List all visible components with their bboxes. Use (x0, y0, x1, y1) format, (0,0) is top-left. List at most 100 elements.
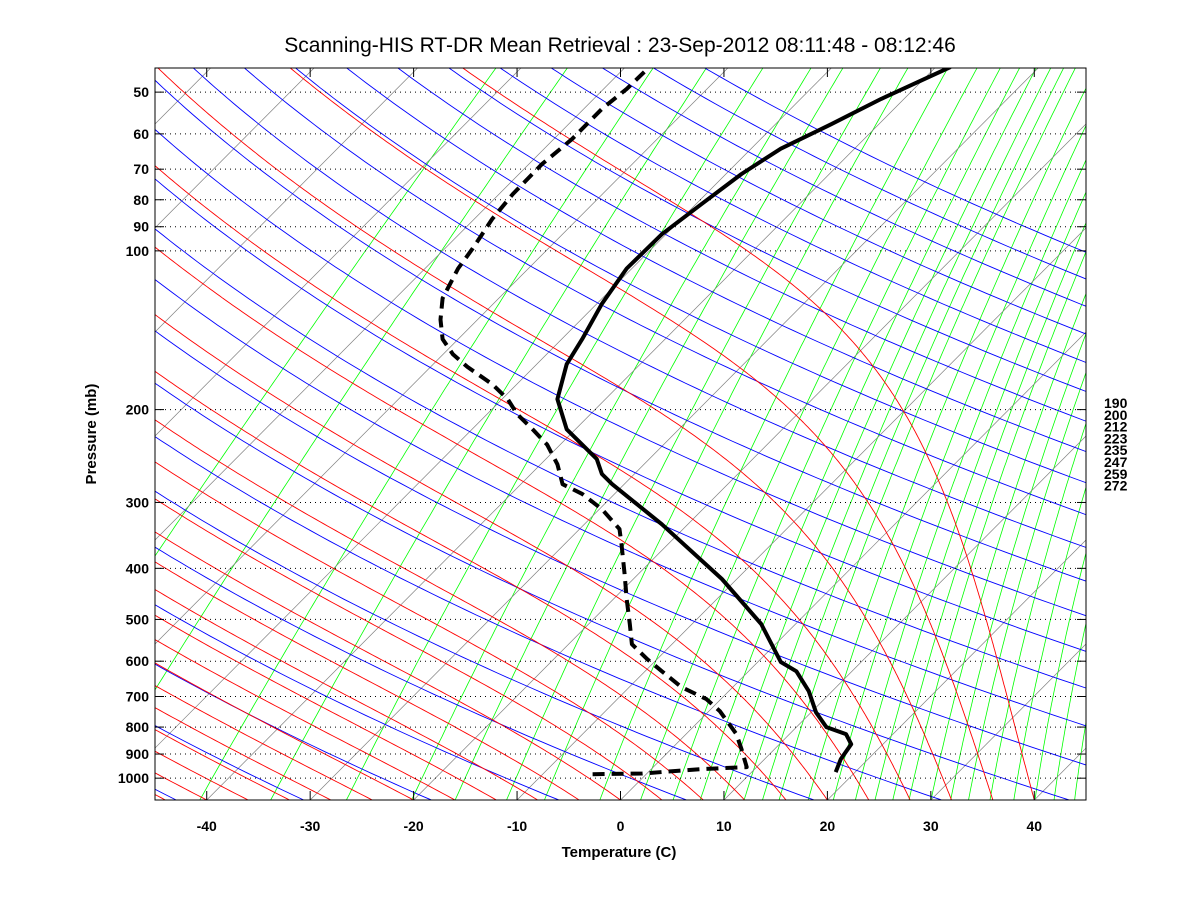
mixing-ratio-line (155, 68, 497, 557)
isotherm-line (155, 68, 729, 645)
mixing-ratio-line (1034, 551, 1086, 800)
mixing-ratio-line (950, 332, 1086, 800)
right-label: 212 (1104, 419, 1128, 435)
mixing-ratio-line (762, 68, 1065, 800)
moist-adiabat-line (155, 246, 870, 800)
moist-adiabat-line (155, 561, 580, 800)
mixing-ratio-line (989, 422, 1086, 800)
chart-title: Scanning-HIS RT-DR Mean Retrieval : 23-S… (284, 34, 956, 57)
moist-adiabat-line (155, 662, 414, 800)
dry-adiabat-line (0, 46, 67, 811)
moist-adiabat-line (157, 68, 952, 800)
mixing-ratio-line (854, 158, 1086, 800)
dry-adiabat-line (652, 68, 1086, 280)
isotherm-line (155, 68, 625, 541)
isotherm-line (155, 68, 832, 749)
dry-adiabat-line (155, 382, 1071, 800)
mixing-ratio-line (1074, 719, 1086, 800)
moist-adiabat-line (155, 750, 249, 800)
mixing-ratio-line (640, 68, 978, 800)
y-tick-label: 200 (126, 402, 150, 418)
mixing-ratio-line (1013, 485, 1086, 800)
mixing-ratio-line (874, 191, 1086, 800)
dry-adiabat-line (155, 436, 943, 800)
y-tick-label: 50 (133, 84, 149, 100)
dry-adiabat-line (448, 68, 1086, 392)
dry-adiabat-line (294, 68, 1086, 484)
dry-adiabat-line (397, 68, 1086, 422)
moist-adiabat-line (155, 531, 621, 800)
dry-adiabat-line (155, 490, 816, 800)
mixing-ratio-line (807, 87, 1086, 800)
mixing-ratio-line (699, 68, 1021, 800)
isotherm-line (930, 643, 1086, 800)
dry-adiabat-line (243, 68, 1086, 516)
mixing-ratio-line (930, 292, 1086, 800)
moist-adiabat-line (155, 165, 911, 800)
right-label: 190 (1104, 395, 1128, 411)
right-label: 223 (1104, 430, 1128, 446)
dry-adiabat-line (155, 278, 1086, 727)
plot-frame (154, 67, 1087, 801)
moist-adiabat-line (155, 772, 207, 800)
isotherm-line (516, 227, 1086, 800)
mixing-ratio-line (1053, 621, 1086, 800)
isotherm-line (309, 68, 1039, 800)
mixing-ratio-line (1139, 46, 1200, 811)
y-tick-label: 90 (133, 219, 149, 235)
mixing-ratio-line (968, 371, 1086, 800)
sounding-lines (438, 68, 952, 777)
x-tick-label: 40 (1026, 818, 1042, 834)
dry-adiabat-line (192, 68, 1086, 548)
axis-ticks: 5060708090100200300400500600700800900100… (118, 68, 1086, 834)
y-tick-label: 800 (126, 719, 150, 735)
x-tick-label: 20 (820, 818, 836, 834)
y-tick-label: 700 (126, 688, 150, 704)
moist-adiabat-line (155, 614, 497, 800)
moist-adiabat-line (289, 68, 994, 800)
y-tick-label: 70 (133, 161, 149, 177)
reference-lines (0, 46, 1200, 811)
moist-adiabat-line (155, 370, 787, 800)
dry-adiabat-line (155, 604, 561, 800)
right-label: 259 (1104, 466, 1128, 482)
y-tick-label: 400 (126, 560, 150, 576)
mixing-ratio-line (743, 68, 1052, 800)
dry-adiabat-line (550, 68, 1086, 335)
mixing-ratio-line (411, 68, 812, 800)
x-tick-label: -30 (300, 818, 320, 834)
dry-adiabat-line (155, 663, 433, 800)
mixing-ratio-line (270, 68, 707, 800)
dry-adiabat-line (155, 178, 1086, 652)
y-tick-label: 1000 (118, 770, 149, 786)
y-axis-label: Pressure (mb) (83, 384, 100, 485)
y-tick-label: 300 (126, 494, 150, 510)
moist-adiabat-line (155, 419, 745, 800)
x-tick-label: -20 (403, 818, 423, 834)
moist-adiabat-line (155, 589, 538, 800)
right-label: 235 (1104, 442, 1128, 458)
moist-adiabat-line (155, 461, 704, 800)
y-tick-label: 500 (126, 611, 150, 627)
mixing-ratio-line (599, 68, 949, 800)
moist-adiabat-line (155, 498, 663, 800)
x-tick-label: -10 (507, 818, 527, 834)
isotherm-line (155, 68, 315, 229)
mixing-ratio-line (155, 68, 568, 691)
dry-adiabat-line (601, 68, 1086, 307)
isotherm-line (826, 539, 1086, 800)
x-tick-label: 0 (617, 818, 625, 834)
x-tick-label: 30 (923, 818, 939, 834)
dry-adiabat-line (499, 68, 1086, 363)
dry-adiabat-line (345, 68, 1086, 453)
moist-adiabat-line (0, 52, 124, 800)
mixing-ratio-line (832, 124, 1086, 800)
moist-adiabat-line (155, 314, 828, 800)
isotherm-line (155, 68, 419, 333)
mixing-ratio-line (544, 68, 909, 800)
mixing-ratio-line (908, 250, 1086, 800)
right-label: 247 (1104, 454, 1128, 470)
temperature-profile-line (555, 68, 952, 773)
